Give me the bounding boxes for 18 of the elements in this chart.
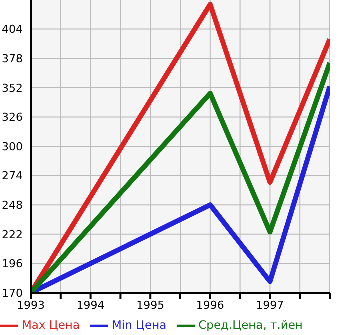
x-tick-label: 1993 xyxy=(17,298,45,312)
y-tick-label: 196 xyxy=(2,258,23,271)
y-tick-label: 274 xyxy=(2,170,23,183)
y-tick-label: 352 xyxy=(2,82,23,95)
y-tick-label: 222 xyxy=(2,228,23,242)
y-tick-label: 404 xyxy=(2,23,23,36)
y-tick-label: 326 xyxy=(2,111,23,124)
y-tick-label: 170 xyxy=(2,286,23,300)
y-tick-label: 248 xyxy=(2,199,23,212)
x-tick-label: 1994 xyxy=(76,298,105,312)
legend-label: Min Цена xyxy=(112,318,167,332)
x-tick-label: 1995 xyxy=(136,298,165,312)
y-tick-label: 300 xyxy=(2,140,23,154)
legend-label: Сред.Цена, т.йен xyxy=(198,318,303,332)
x-tick-label: 1996 xyxy=(196,298,224,312)
legend-label: Max Цена xyxy=(22,318,80,332)
x-tick-label: 1997 xyxy=(256,298,284,312)
y-tick-label: 378 xyxy=(2,52,23,66)
